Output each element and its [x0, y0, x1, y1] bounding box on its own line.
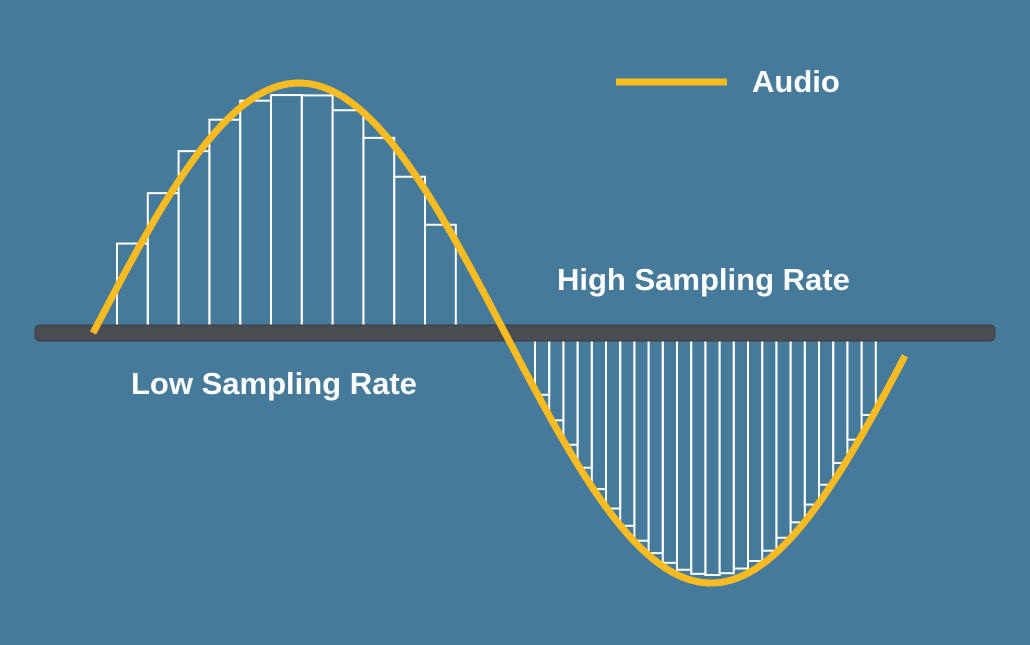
high-sampling-rate-label: High Sampling Rate	[557, 262, 850, 297]
low-rate-sample-bars	[116, 94, 457, 329]
sample-bar	[789, 339, 806, 524]
baseline-axis	[34, 324, 996, 342]
low-sampling-rate-label: Low Sampling Rate	[131, 366, 417, 401]
audio-wave-line	[89, 79, 909, 587]
sample-bar	[270, 94, 303, 328]
legend-label: Audio	[752, 64, 840, 99]
sample-bar	[331, 109, 365, 328]
sample-bar	[690, 339, 707, 575]
sample-bar	[676, 339, 693, 571]
sample-bar	[661, 339, 678, 564]
sample-bar	[704, 339, 721, 576]
sample-bar	[548, 339, 565, 422]
sample-bar	[393, 175, 427, 328]
sample-bar	[576, 339, 593, 469]
sample-bar	[619, 339, 636, 527]
sample-bar	[300, 94, 334, 328]
sample-bar	[775, 339, 792, 539]
sample-bar	[732, 339, 749, 570]
sample-bar	[647, 339, 664, 555]
sample-bar	[832, 339, 849, 465]
sample-bar	[860, 339, 877, 417]
sample-bar	[818, 339, 835, 486]
sample-bar	[562, 339, 579, 446]
sample-bar	[146, 192, 180, 328]
sample-bar	[633, 339, 650, 542]
sample-bar	[718, 339, 735, 575]
sample-bar	[605, 339, 622, 510]
sample-bar	[362, 136, 396, 328]
high-rate-sample-bars	[534, 339, 877, 576]
sample-bar	[803, 339, 820, 506]
sample-bar	[846, 339, 863, 441]
sample-bar	[747, 339, 764, 562]
sample-bar	[239, 99, 272, 329]
sample-bar	[761, 339, 778, 552]
sample-bar	[590, 339, 607, 491]
sample-bar	[208, 118, 242, 328]
